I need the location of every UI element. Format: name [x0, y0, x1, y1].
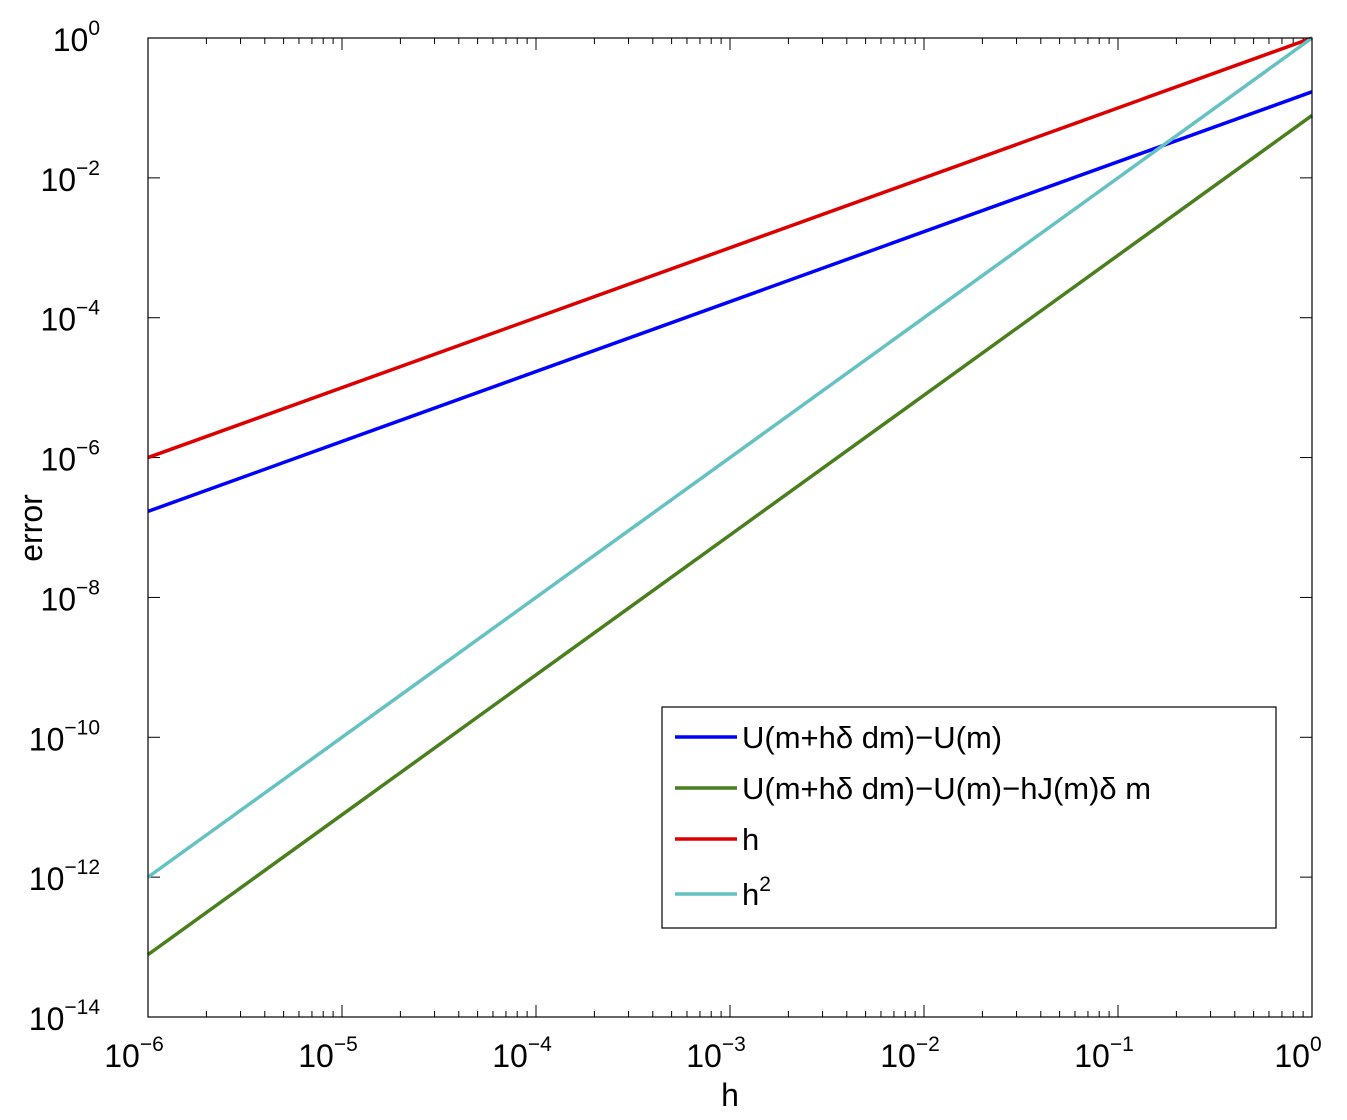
y-tick-labels: 100 10−2 10−4 10−6 10−8 10−10 10−12 10−14 — [29, 17, 101, 1037]
y-tick-label: 10−6 — [40, 437, 100, 478]
x-tick-labels: 10−6 10−5 10−4 10−3 10−2 10−1 100 — [104, 1033, 1321, 1074]
legend-label-4: h2 — [742, 873, 771, 912]
plot-frame — [147, 37, 1313, 1018]
x-tick-label: 10−4 — [492, 1033, 552, 1074]
series-line-4 — [146, 36, 1314, 879]
legend-label-2: U(m+hδ dm)−U(m)−hJ(m)δ m — [742, 771, 1151, 806]
y-tick-label: 10−14 — [29, 996, 101, 1037]
y-tick-label: 10−10 — [29, 716, 100, 757]
y-tick-label: 10−4 — [40, 297, 100, 338]
y-tick-label: 10−12 — [29, 856, 100, 897]
x-tick-label: 10−5 — [298, 1033, 358, 1074]
y-tick-label: 10−2 — [40, 157, 100, 198]
legend-label-3: h — [742, 822, 759, 857]
y-tick-label: 10−8 — [40, 576, 100, 617]
x-tick-label: 10−6 — [104, 1033, 164, 1074]
x-axis-label: h — [721, 1077, 739, 1113]
series-line-1 — [147, 90, 1313, 514]
tick-marks — [147, 37, 1313, 1018]
x-tick-label: 10−2 — [880, 1033, 940, 1074]
x-tick-label: 100 — [1274, 1033, 1321, 1074]
series-line-2 — [146, 114, 1314, 957]
series-lines — [146, 36, 1314, 957]
series-line-3 — [147, 36, 1313, 460]
legend-box — [661, 706, 1277, 929]
x-tick-label: 10−3 — [686, 1033, 746, 1074]
x-tick-label: 10−1 — [1074, 1033, 1134, 1074]
y-axis-label: error — [13, 494, 49, 562]
legend-label-1: U(m+hδ dm)−U(m) — [742, 720, 1002, 755]
legend: U(m+hδ dm)−U(m) U(m+hδ dm)−U(m)−hJ(m)δ m h… — [661, 706, 1277, 929]
y-tick-label: 100 — [53, 17, 100, 58]
